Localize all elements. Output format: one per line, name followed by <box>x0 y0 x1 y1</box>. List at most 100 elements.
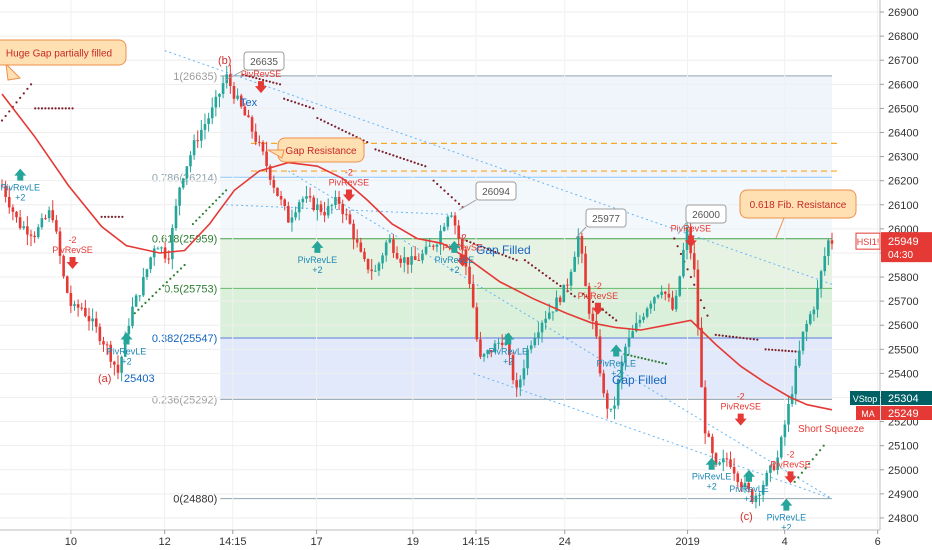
fib-band[interactable] <box>220 337 833 400</box>
price-tick-label: 24900 <box>888 489 919 501</box>
candle-body <box>381 255 384 264</box>
signal-label: PivRevSE <box>671 223 712 233</box>
candle <box>73 300 76 311</box>
trend-lines[interactable] <box>164 50 837 500</box>
candle-body <box>783 424 787 438</box>
sell-arrow-icon <box>784 471 797 484</box>
vstop-point <box>479 245 483 248</box>
candle <box>428 238 431 247</box>
candle <box>0 179 4 187</box>
buy-arrow-icon <box>780 498 793 511</box>
candle <box>174 198 178 231</box>
candle <box>113 360 116 376</box>
candle <box>468 260 471 289</box>
candle <box>22 221 26 231</box>
candle-body <box>711 436 714 454</box>
vstop-point <box>728 335 731 338</box>
vstop-point <box>278 83 282 86</box>
candle-body <box>94 318 98 327</box>
candle-body <box>569 271 573 286</box>
vstop-point <box>714 333 717 336</box>
vstop-point <box>211 202 214 205</box>
candle-body <box>808 314 812 324</box>
candle-body <box>696 269 700 328</box>
candle-body <box>185 166 189 179</box>
candle <box>471 274 475 309</box>
candle-body <box>323 211 326 216</box>
price-box-26000-box <box>685 204 727 224</box>
candle-body <box>55 220 58 232</box>
gap-filled-label: Gap Filled <box>476 243 531 257</box>
candle-body <box>403 257 406 263</box>
candle-body <box>442 226 446 231</box>
fib-retracement[interactable]: 1(26635) 0.786(26214) 0.618(25959) 0.5(2575… <box>152 71 833 506</box>
vstop-point <box>745 337 749 340</box>
candle-body <box>703 387 707 434</box>
candle-body <box>453 215 457 226</box>
candle <box>62 254 65 279</box>
signal-qty: -2 <box>737 392 745 402</box>
time-tick-label: 14:15 <box>219 536 247 548</box>
candle-body <box>562 284 566 303</box>
candle <box>7 187 11 214</box>
vstop-point <box>399 156 402 159</box>
candle-body <box>591 313 595 321</box>
sell-arrow-icon <box>456 254 469 267</box>
candle-body <box>272 179 276 188</box>
candle-body <box>366 258 370 270</box>
short-squeeze-label: Short Squeeze <box>798 424 865 435</box>
vstop-point <box>784 349 787 352</box>
candle-body <box>120 356 123 373</box>
candle-body <box>413 256 417 260</box>
candle-body <box>627 337 631 347</box>
candle <box>406 257 410 274</box>
candle <box>84 299 87 318</box>
candle <box>696 260 700 336</box>
vstop-point <box>100 215 103 218</box>
candle <box>805 320 808 341</box>
vstop-point <box>323 120 326 123</box>
vstop-point <box>0 119 4 122</box>
candle-body <box>544 318 547 323</box>
candle <box>200 120 203 149</box>
candle <box>522 359 526 386</box>
vstop-point <box>195 219 198 222</box>
series-badge-box <box>856 406 880 420</box>
candle-body <box>732 466 736 474</box>
candle <box>711 433 714 461</box>
fib-band[interactable] <box>220 288 833 338</box>
candle <box>816 280 819 318</box>
candle-body <box>261 142 265 152</box>
candle-body <box>823 256 827 272</box>
candle-body <box>518 379 522 388</box>
price-box-26000-leader <box>677 222 687 235</box>
fib-band[interactable] <box>220 399 833 499</box>
vstop-point <box>165 281 168 284</box>
vstop-point <box>406 159 409 162</box>
candle-body <box>36 227 40 238</box>
candle-body <box>439 230 442 245</box>
candle-body <box>22 226 26 229</box>
candle-body <box>743 482 747 488</box>
candle-body <box>769 465 772 473</box>
candle-body <box>156 248 160 250</box>
candle-body <box>508 342 511 356</box>
signal-label: PivRevSE <box>241 69 282 79</box>
candle <box>685 219 689 260</box>
candle-body <box>239 95 243 107</box>
price-tick-label: 26700 <box>888 55 919 67</box>
candle <box>721 449 725 472</box>
signal-qty: -2 <box>69 235 77 245</box>
candle <box>18 209 22 230</box>
vstop-point <box>548 277 551 280</box>
candle-body <box>105 344 109 346</box>
candle-body <box>178 187 181 206</box>
candle-body <box>4 185 7 197</box>
candle <box>152 245 156 266</box>
candle <box>674 289 678 313</box>
candle-body <box>181 178 185 188</box>
candle <box>305 185 308 203</box>
candle-body <box>685 226 689 250</box>
candle-body <box>109 344 113 362</box>
